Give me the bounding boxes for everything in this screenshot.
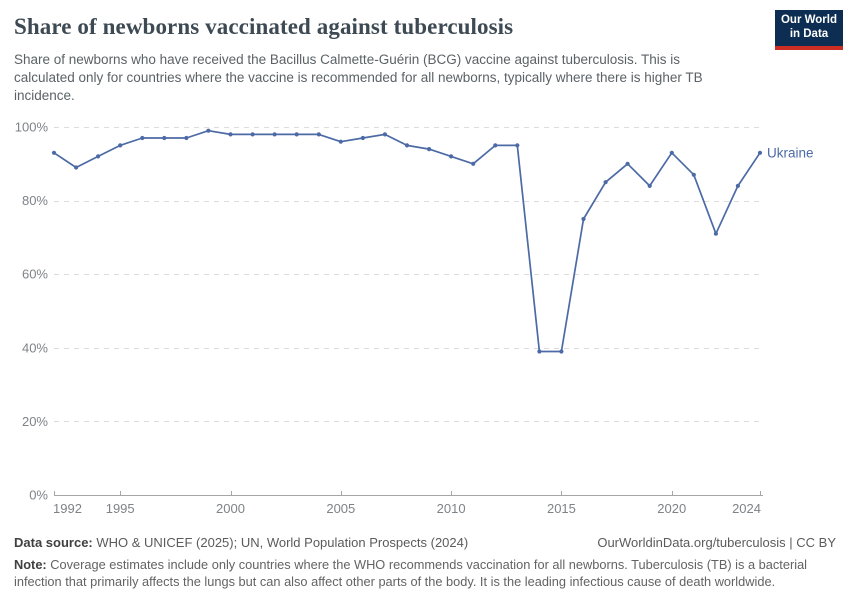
data-source[interactable]: Data source: WHO & UNICEF (2025); UN, Wo…	[14, 534, 468, 552]
data-point[interactable]	[537, 349, 542, 354]
data-point[interactable]	[581, 216, 586, 222]
source-row: Data source: WHO & UNICEF (2025); UN, Wo…	[14, 534, 836, 552]
owid-logo-line1: Our World	[780, 14, 837, 27]
note-text: Coverage estimates include only countrie…	[14, 557, 808, 590]
y-tick-label: 60%	[22, 267, 48, 282]
owid-logo-line2: in Data	[789, 28, 829, 40]
data-point[interactable]	[735, 183, 741, 188]
x-tick-label: 2020	[657, 501, 686, 516]
data-point[interactable]	[691, 172, 696, 177]
page-title: Share of newborns vaccinated against tub…	[14, 14, 514, 39]
y-tick-label: 20%	[22, 414, 48, 429]
data-point[interactable]	[74, 165, 79, 170]
note-label: Note:	[14, 557, 47, 573]
x-tick-label: 2015	[547, 501, 576, 516]
y-tick-label: 100%	[15, 120, 49, 135]
owid-logo[interactable]: Our World in Data	[775, 10, 843, 50]
data-point[interactable]	[118, 143, 123, 148]
data-point[interactable]	[162, 135, 167, 141]
y-tick-label: 40%	[22, 340, 48, 355]
x-tick-label: 1995	[106, 501, 135, 516]
data-point[interactable]	[647, 183, 652, 188]
data-point[interactable]	[603, 180, 608, 185]
line-chart[interactable]: 0% 20% 40% 60% 80% 100% 1992 1995 2000 2005 2010 20…	[0, 0, 850, 532]
x-tick-label: 2024	[732, 501, 761, 516]
data-point[interactable]	[272, 132, 277, 137]
data-point[interactable]	[140, 135, 145, 141]
series-label-ukraine[interactable]: Ukraine	[767, 145, 814, 160]
data-point[interactable]	[471, 161, 476, 166]
y-tick-label: 80%	[22, 193, 48, 208]
page-subtitle: Share of newborns who have received the …	[14, 52, 703, 103]
data-point[interactable]	[184, 135, 189, 141]
trend-line-ukraine[interactable]	[53, 129, 761, 353]
chart-note: Note: Coverage estimates include only co…	[14, 557, 836, 591]
x-tick-label: 2005	[326, 501, 355, 516]
data-point[interactable]	[669, 150, 674, 155]
data-point[interactable]	[713, 231, 719, 236]
data-point[interactable]	[625, 161, 630, 166]
data-source-label: Data source:	[14, 535, 93, 550]
data-point[interactable]	[228, 132, 233, 137]
owid-license-link[interactable]: OurWorldinData.org/tuberculosis | CC BY	[597, 535, 836, 550]
data-point[interactable]	[559, 349, 564, 354]
data-point[interactable]	[427, 147, 432, 152]
data-point[interactable]	[515, 143, 520, 148]
data-point[interactable]	[250, 132, 255, 137]
data-point[interactable]	[316, 132, 321, 137]
x-tick-label: 2010	[437, 501, 466, 516]
data-point[interactable]	[382, 132, 387, 137]
data-point[interactable]	[449, 154, 454, 159]
data-point[interactable]	[294, 132, 299, 137]
data-source-text: WHO & UNICEF (2025); UN, World Populatio…	[92, 535, 469, 550]
data-point[interactable]	[360, 135, 365, 141]
data-point[interactable]	[338, 139, 343, 144]
data-point[interactable]	[404, 143, 410, 148]
data-point[interactable]	[51, 150, 57, 155]
data-point[interactable]	[493, 143, 498, 148]
x-tick-label: 2000	[216, 501, 245, 516]
data-point[interactable]	[206, 128, 211, 133]
chart-footer: Data source: WHO & UNICEF (2025); UN, Wo…	[14, 534, 836, 591]
x-tick-label: 1992	[53, 501, 82, 516]
data-point[interactable]	[757, 150, 763, 155]
data-point[interactable]	[96, 154, 101, 159]
y-tick-label: 0%	[29, 488, 48, 503]
